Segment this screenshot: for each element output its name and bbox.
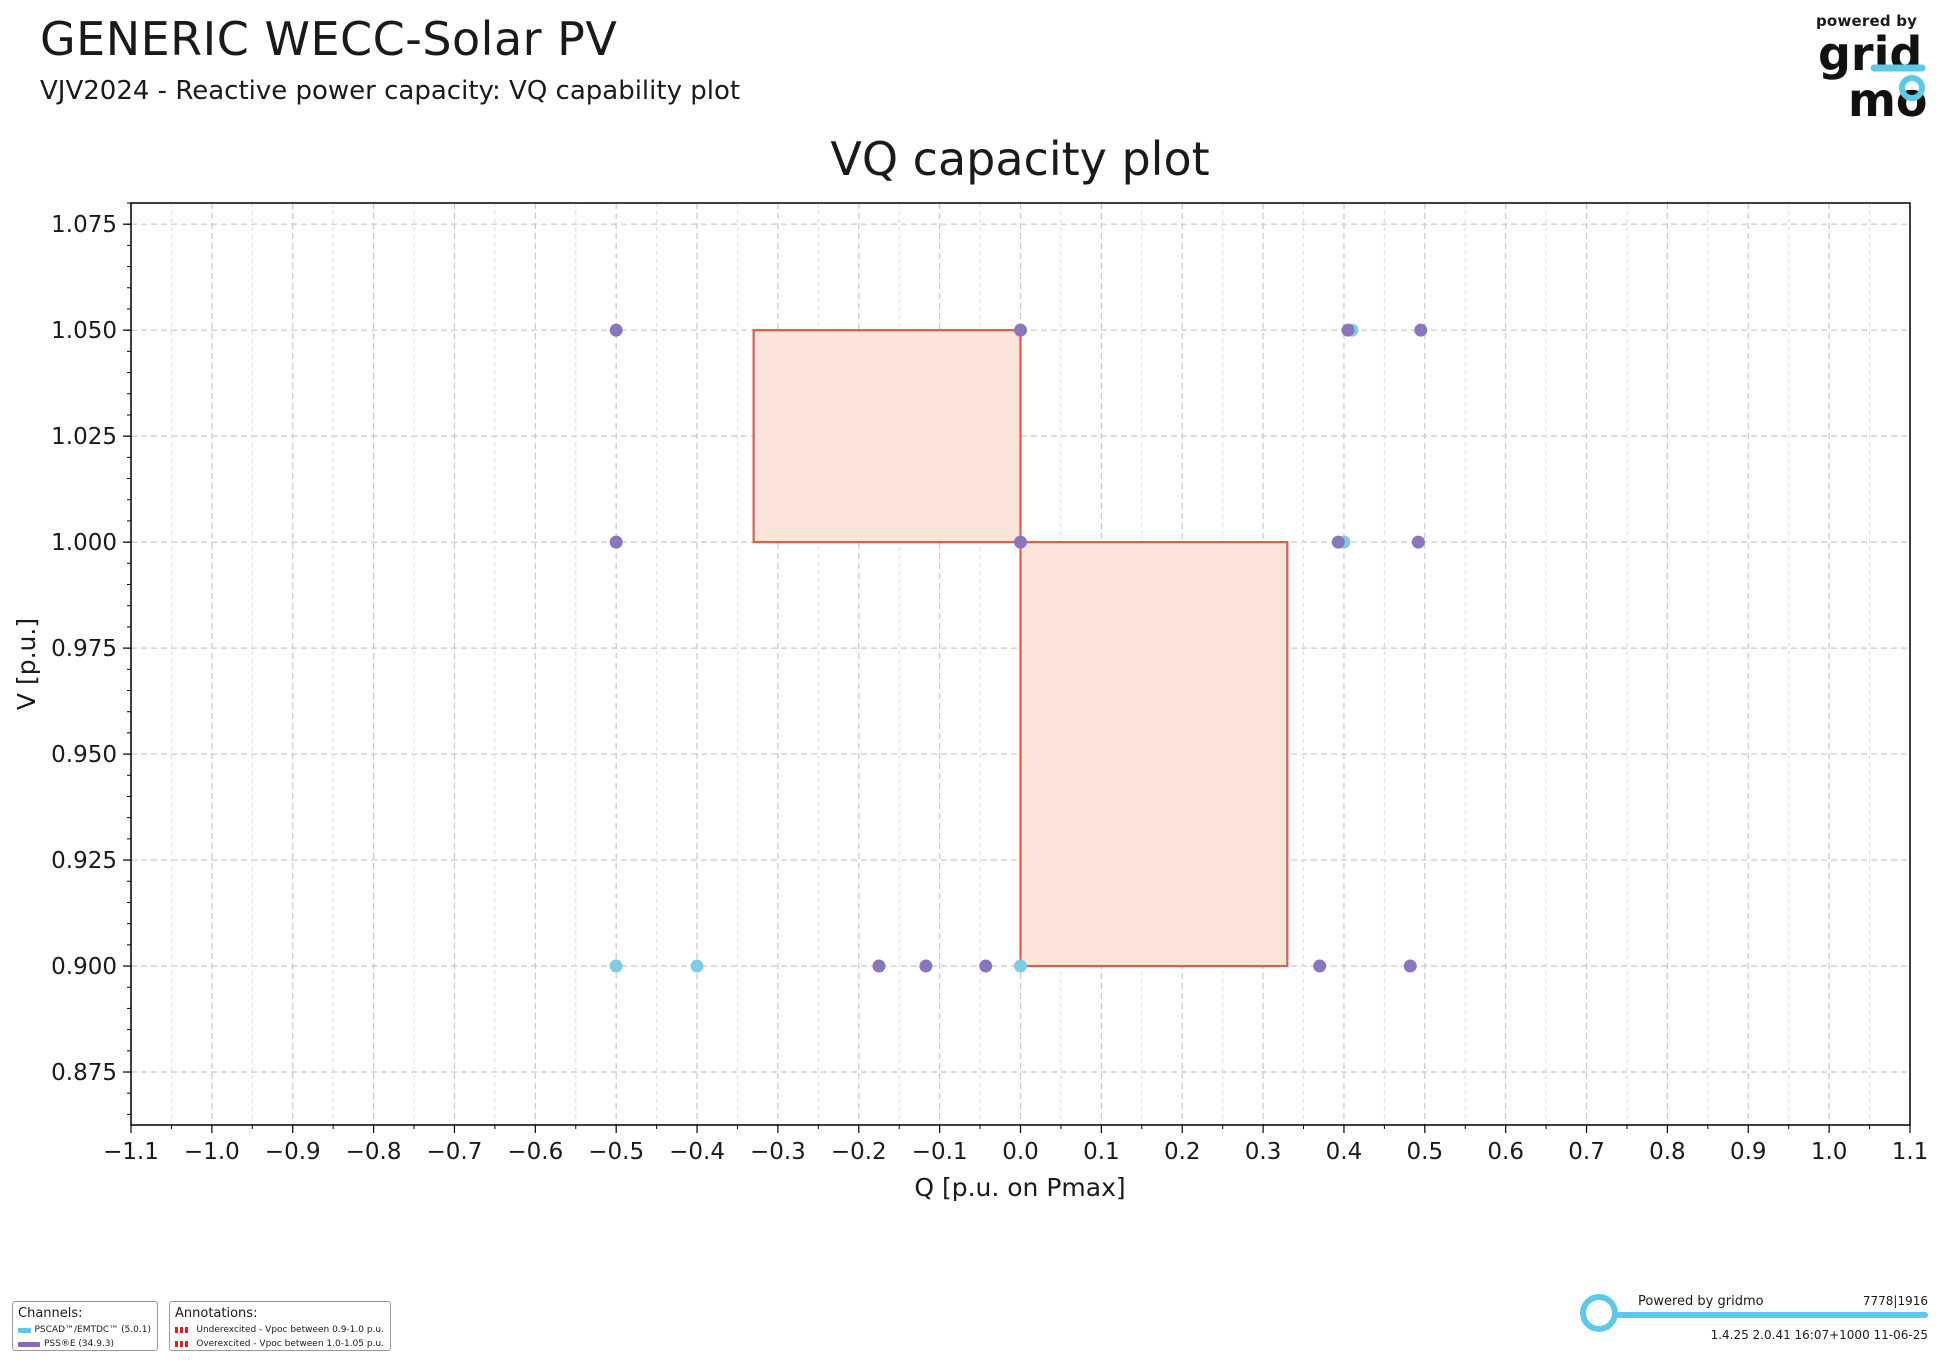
y-tick-label: 0.925	[51, 848, 117, 874]
page-title: GENERIC WECC-Solar PV	[40, 12, 618, 66]
x-tick-label: −0.2	[831, 1139, 887, 1165]
x-tick-label: −0.1	[912, 1139, 968, 1165]
page-subtitle: VJV2024 - Reactive power capacity: VQ ca…	[40, 76, 741, 106]
data-point	[609, 959, 623, 973]
x-tick-label: −1.1	[103, 1139, 159, 1165]
footer-brand: Powered by gridmo	[1638, 1294, 1764, 1309]
annotations-legend: Annotations: Underexcited - Vpoc between…	[169, 1301, 391, 1351]
y-tick-label: 1.000	[51, 530, 117, 556]
footer-version: 1.4.25 2.0.41 16:07+1000 11-06-25	[1710, 1328, 1928, 1342]
axis-ticks: −1.1 −1.0 −0.9 −0.8 −0.7 −0.6 −0.5 −0.4 −0.3 −0.2…	[51, 202, 1929, 1165]
x-tick-label: −0.3	[750, 1139, 806, 1165]
x-tick-label: 1.1	[1892, 1139, 1929, 1165]
y-tick-label: 0.975	[51, 636, 117, 662]
data-point	[1403, 959, 1417, 973]
x-tick-label: 1.0	[1811, 1139, 1848, 1165]
y-tick-label: 0.875	[51, 1060, 117, 1086]
y-tick-label: 1.025	[51, 424, 117, 450]
channels-legend: Channels: PSCAD™/EMTDC™ (5.0.1) PSS®E (3…	[12, 1301, 158, 1351]
underexcited-swatch	[175, 1327, 190, 1333]
footer-code: 7778|1916	[1862, 1294, 1928, 1308]
data-point	[1014, 535, 1027, 549]
legend-channel-psse: PSS®E (34.9.3)	[18, 1337, 151, 1351]
gridmo-logo-mark: grid mo	[1818, 30, 1926, 122]
x-tick-label: −0.8	[346, 1139, 402, 1165]
data-point	[609, 535, 623, 549]
legend-annotation-label: Underexcited - Vpoc between 0.9-1.0 p.u.	[196, 1325, 384, 1335]
x-tick-label: −0.4	[669, 1139, 725, 1165]
legend-channel-label: PSS®E (34.9.3)	[44, 1339, 115, 1349]
x-tick-label: −1.0	[184, 1139, 240, 1165]
data-point	[1313, 959, 1327, 973]
pscad-swatch	[18, 1327, 31, 1333]
channels-legend-title: Channels:	[18, 1306, 83, 1321]
data-point	[1341, 323, 1355, 337]
footer-bar	[1616, 1312, 1928, 1318]
overexcited-swatch	[175, 1341, 190, 1347]
footer-ring-icon	[1580, 1294, 1618, 1332]
footer-stamp: Powered by gridmo 7778|1916 1.4.25 2.0.4…	[1580, 1290, 1930, 1350]
data-point	[1331, 535, 1345, 549]
capability-regions	[752, 329, 1289, 968]
legend-channel-label: PSCAD™/EMTDC™ (5.0.1)	[34, 1325, 152, 1335]
data-point	[919, 959, 933, 973]
y-tick-label: 1.050	[51, 318, 117, 344]
x-tick-label: 0.2	[1164, 1139, 1201, 1165]
x-tick-label: 0.6	[1487, 1139, 1524, 1165]
data-point	[1014, 959, 1027, 973]
logo-powered-by: powered by	[1816, 12, 1918, 30]
y-tick-label: 0.950	[51, 742, 117, 768]
annotations-legend-title: Annotations:	[175, 1306, 258, 1321]
x-tick-label: 0.5	[1407, 1139, 1444, 1165]
logo-brand-top: grid	[1818, 30, 1922, 81]
capability-region	[752, 329, 1022, 544]
y-tick-label: 1.075	[51, 212, 117, 238]
x-tick-label: 0.9	[1730, 1139, 1767, 1165]
x-tick-label: 0.0	[1002, 1139, 1039, 1165]
legend-annotation-label: Overexcited - Vpoc between 1.0-1.05 p.u.	[196, 1339, 384, 1349]
psse-swatch	[18, 1341, 40, 1347]
x-tick-label: 0.7	[1568, 1139, 1605, 1165]
x-tick-label: −0.7	[427, 1139, 483, 1165]
x-tick-label: −0.6	[507, 1139, 563, 1165]
x-tick-label: 0.1	[1083, 1139, 1120, 1165]
gridmo-logo: powered by grid mo	[1808, 10, 1928, 122]
x-axis-label: Q [p.u. on Pmax]	[914, 1173, 1125, 1202]
data-point	[872, 959, 886, 973]
data-point	[979, 959, 993, 973]
y-tick-label: 0.900	[51, 954, 117, 980]
legend-annotation-underexcited: Underexcited - Vpoc between 0.9-1.0 p.u.	[175, 1323, 384, 1337]
data-point	[1414, 323, 1428, 337]
x-tick-label: 0.3	[1245, 1139, 1282, 1165]
legend-annotation-overexcited: Overexcited - Vpoc between 1.0-1.05 p.u.	[175, 1337, 384, 1351]
chart-title: VQ capacity plot	[830, 132, 1209, 186]
data-point	[609, 323, 623, 337]
x-tick-label: −0.9	[265, 1139, 321, 1165]
data-point	[690, 959, 704, 973]
capability-region	[1019, 541, 1289, 968]
x-tick-label: 0.8	[1649, 1139, 1686, 1165]
data-point	[1411, 535, 1425, 549]
legend-channel-pscad: PSCAD™/EMTDC™ (5.0.1)	[18, 1323, 151, 1337]
y-axis-label: V [p.u.]	[12, 618, 41, 710]
data-points	[609, 323, 1428, 973]
vq-capability-chart: VQ capacity plot −1.1 −1.0 −0.9 −0.8 −0.7 −0.…	[12, 132, 1929, 1202]
data-point	[1014, 323, 1027, 337]
x-tick-label: 0.4	[1326, 1139, 1363, 1165]
x-tick-label: −0.5	[588, 1139, 644, 1165]
